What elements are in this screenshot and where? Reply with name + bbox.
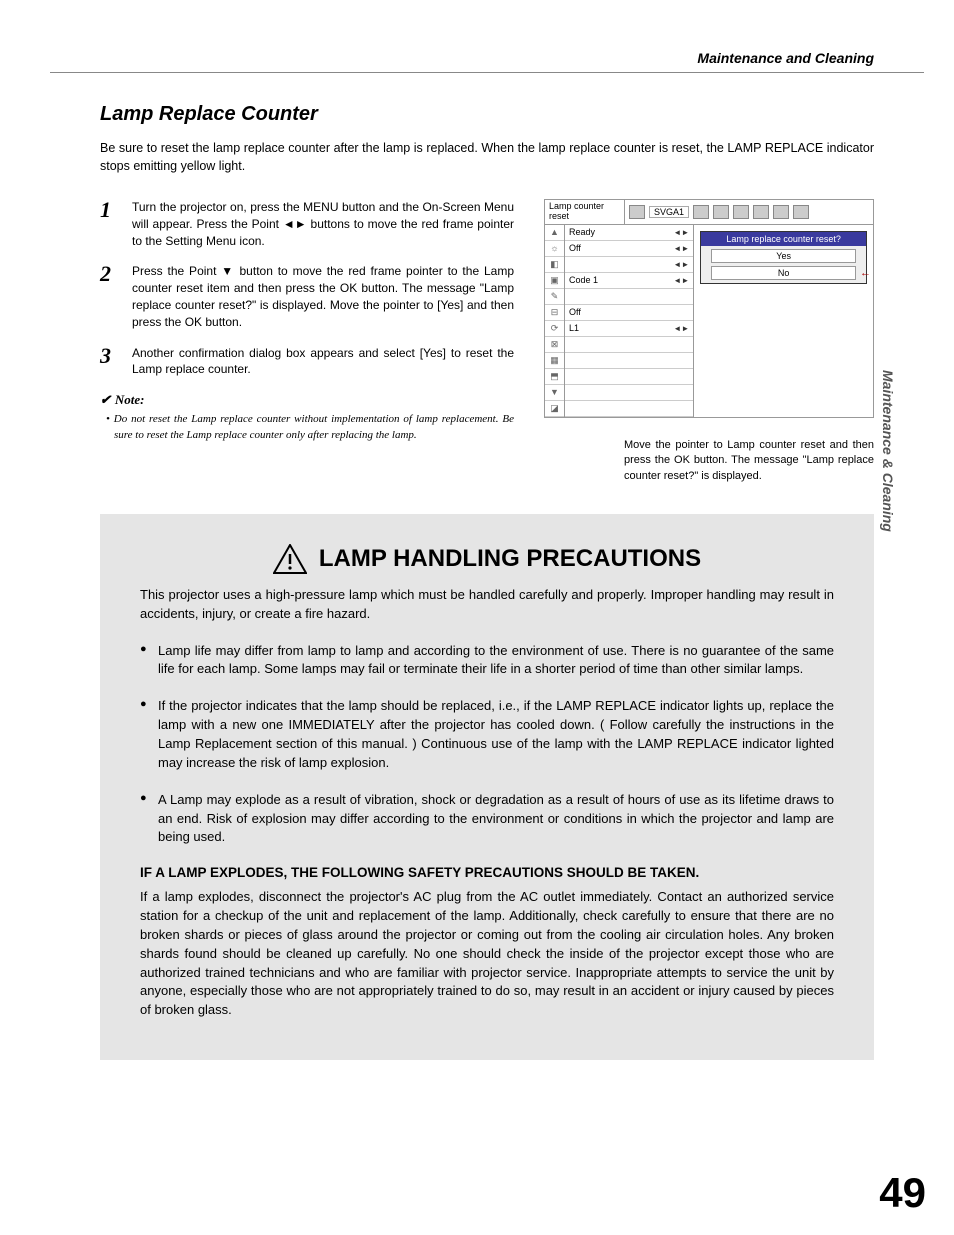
osd-menu-mock: Lamp counter reset SVGA1 bbox=[544, 199, 874, 418]
side-tab: Maintenance & Cleaning bbox=[880, 370, 896, 532]
arrows-icon: ◄► bbox=[673, 244, 689, 253]
menu-icon bbox=[793, 205, 809, 219]
warning-bullet: Lamp life may differ from lamp to lamp a… bbox=[140, 642, 834, 680]
sidebar-icon: ◪ bbox=[545, 401, 564, 417]
sidebar-icon: ▲ bbox=[545, 225, 564, 241]
note-label: Note: bbox=[100, 392, 514, 408]
setting-row: L1 bbox=[569, 323, 579, 333]
sidebar-icon: ⬒ bbox=[545, 369, 564, 385]
arrows-icon: ◄► bbox=[673, 260, 689, 269]
step-number: 2 bbox=[100, 263, 118, 330]
sidebar-icon: ▣ bbox=[545, 273, 564, 289]
callout-text: Move the pointer to Lamp counter reset a… bbox=[544, 438, 874, 484]
step-text: Another confirmation dialog box appears … bbox=[132, 345, 514, 379]
section-header: Maintenance and Cleaning bbox=[50, 50, 924, 70]
page-number: 49 bbox=[879, 1169, 926, 1217]
menu-icon bbox=[753, 205, 769, 219]
menu-icon bbox=[733, 205, 749, 219]
setting-row: Code 1 bbox=[569, 275, 598, 285]
note-text: Do not reset the Lamp replace counter wi… bbox=[100, 412, 514, 443]
intro-text: Be sure to reset the lamp replace counte… bbox=[100, 140, 874, 175]
menu-title: Lamp counter reset bbox=[545, 200, 625, 224]
menu-icon bbox=[713, 205, 729, 219]
sidebar-icon: ⊟ bbox=[545, 305, 564, 321]
setting-row: Off bbox=[569, 307, 581, 317]
page-title: Lamp Replace Counter bbox=[100, 103, 874, 126]
arrows-icon: ◄► bbox=[673, 324, 689, 333]
popup-title: Lamp replace counter reset? bbox=[701, 232, 866, 246]
warning-bullet: If the projector indicates that the lamp… bbox=[140, 697, 834, 772]
setting-row: Ready bbox=[569, 227, 595, 237]
step-number: 3 bbox=[100, 345, 118, 379]
sidebar-icon: ◧ bbox=[545, 257, 564, 273]
sidebar-icon: ⊠ bbox=[545, 337, 564, 353]
popup-no: No bbox=[711, 266, 856, 280]
warning-title: LAMP HANDLING PRECAUTIONS bbox=[319, 545, 701, 573]
warning-intro: This projector uses a high-pressure lamp… bbox=[140, 586, 834, 624]
setting-row: Off bbox=[569, 243, 581, 253]
menu-icon bbox=[693, 205, 709, 219]
menu-icon bbox=[629, 205, 645, 219]
warning-subhead: IF A LAMP EXPLODES, THE FOLLOWING SAFETY… bbox=[140, 865, 834, 880]
menu-icon bbox=[773, 205, 789, 219]
sidebar-icon: ☼ bbox=[545, 241, 564, 257]
warning-bullet: A Lamp may explode as a result of vibrat… bbox=[140, 791, 834, 848]
sidebar-icon: ▼ bbox=[545, 385, 564, 401]
step-text: Turn the projector on, press the MENU bu… bbox=[132, 199, 514, 249]
warning-box: LAMP HANDLING PRECAUTIONS This projector… bbox=[100, 514, 874, 1060]
sidebar-icon: ▦ bbox=[545, 353, 564, 369]
sidebar-icon: ⟳ bbox=[545, 321, 564, 337]
step-text: Press the Point ▼ button to move the red… bbox=[132, 263, 514, 330]
signal-label: SVGA1 bbox=[649, 206, 689, 218]
arrows-icon: ◄► bbox=[673, 276, 689, 285]
popup-yes: Yes bbox=[711, 249, 856, 263]
warning-body: If a lamp explodes, disconnect the proje… bbox=[140, 888, 834, 1020]
sidebar-icon: ✎ bbox=[545, 289, 564, 305]
warning-icon bbox=[273, 544, 307, 574]
arrows-icon: ◄► bbox=[673, 228, 689, 237]
step-number: 1 bbox=[100, 199, 118, 249]
popup-dialog: Lamp replace counter reset? Yes No bbox=[700, 231, 867, 284]
